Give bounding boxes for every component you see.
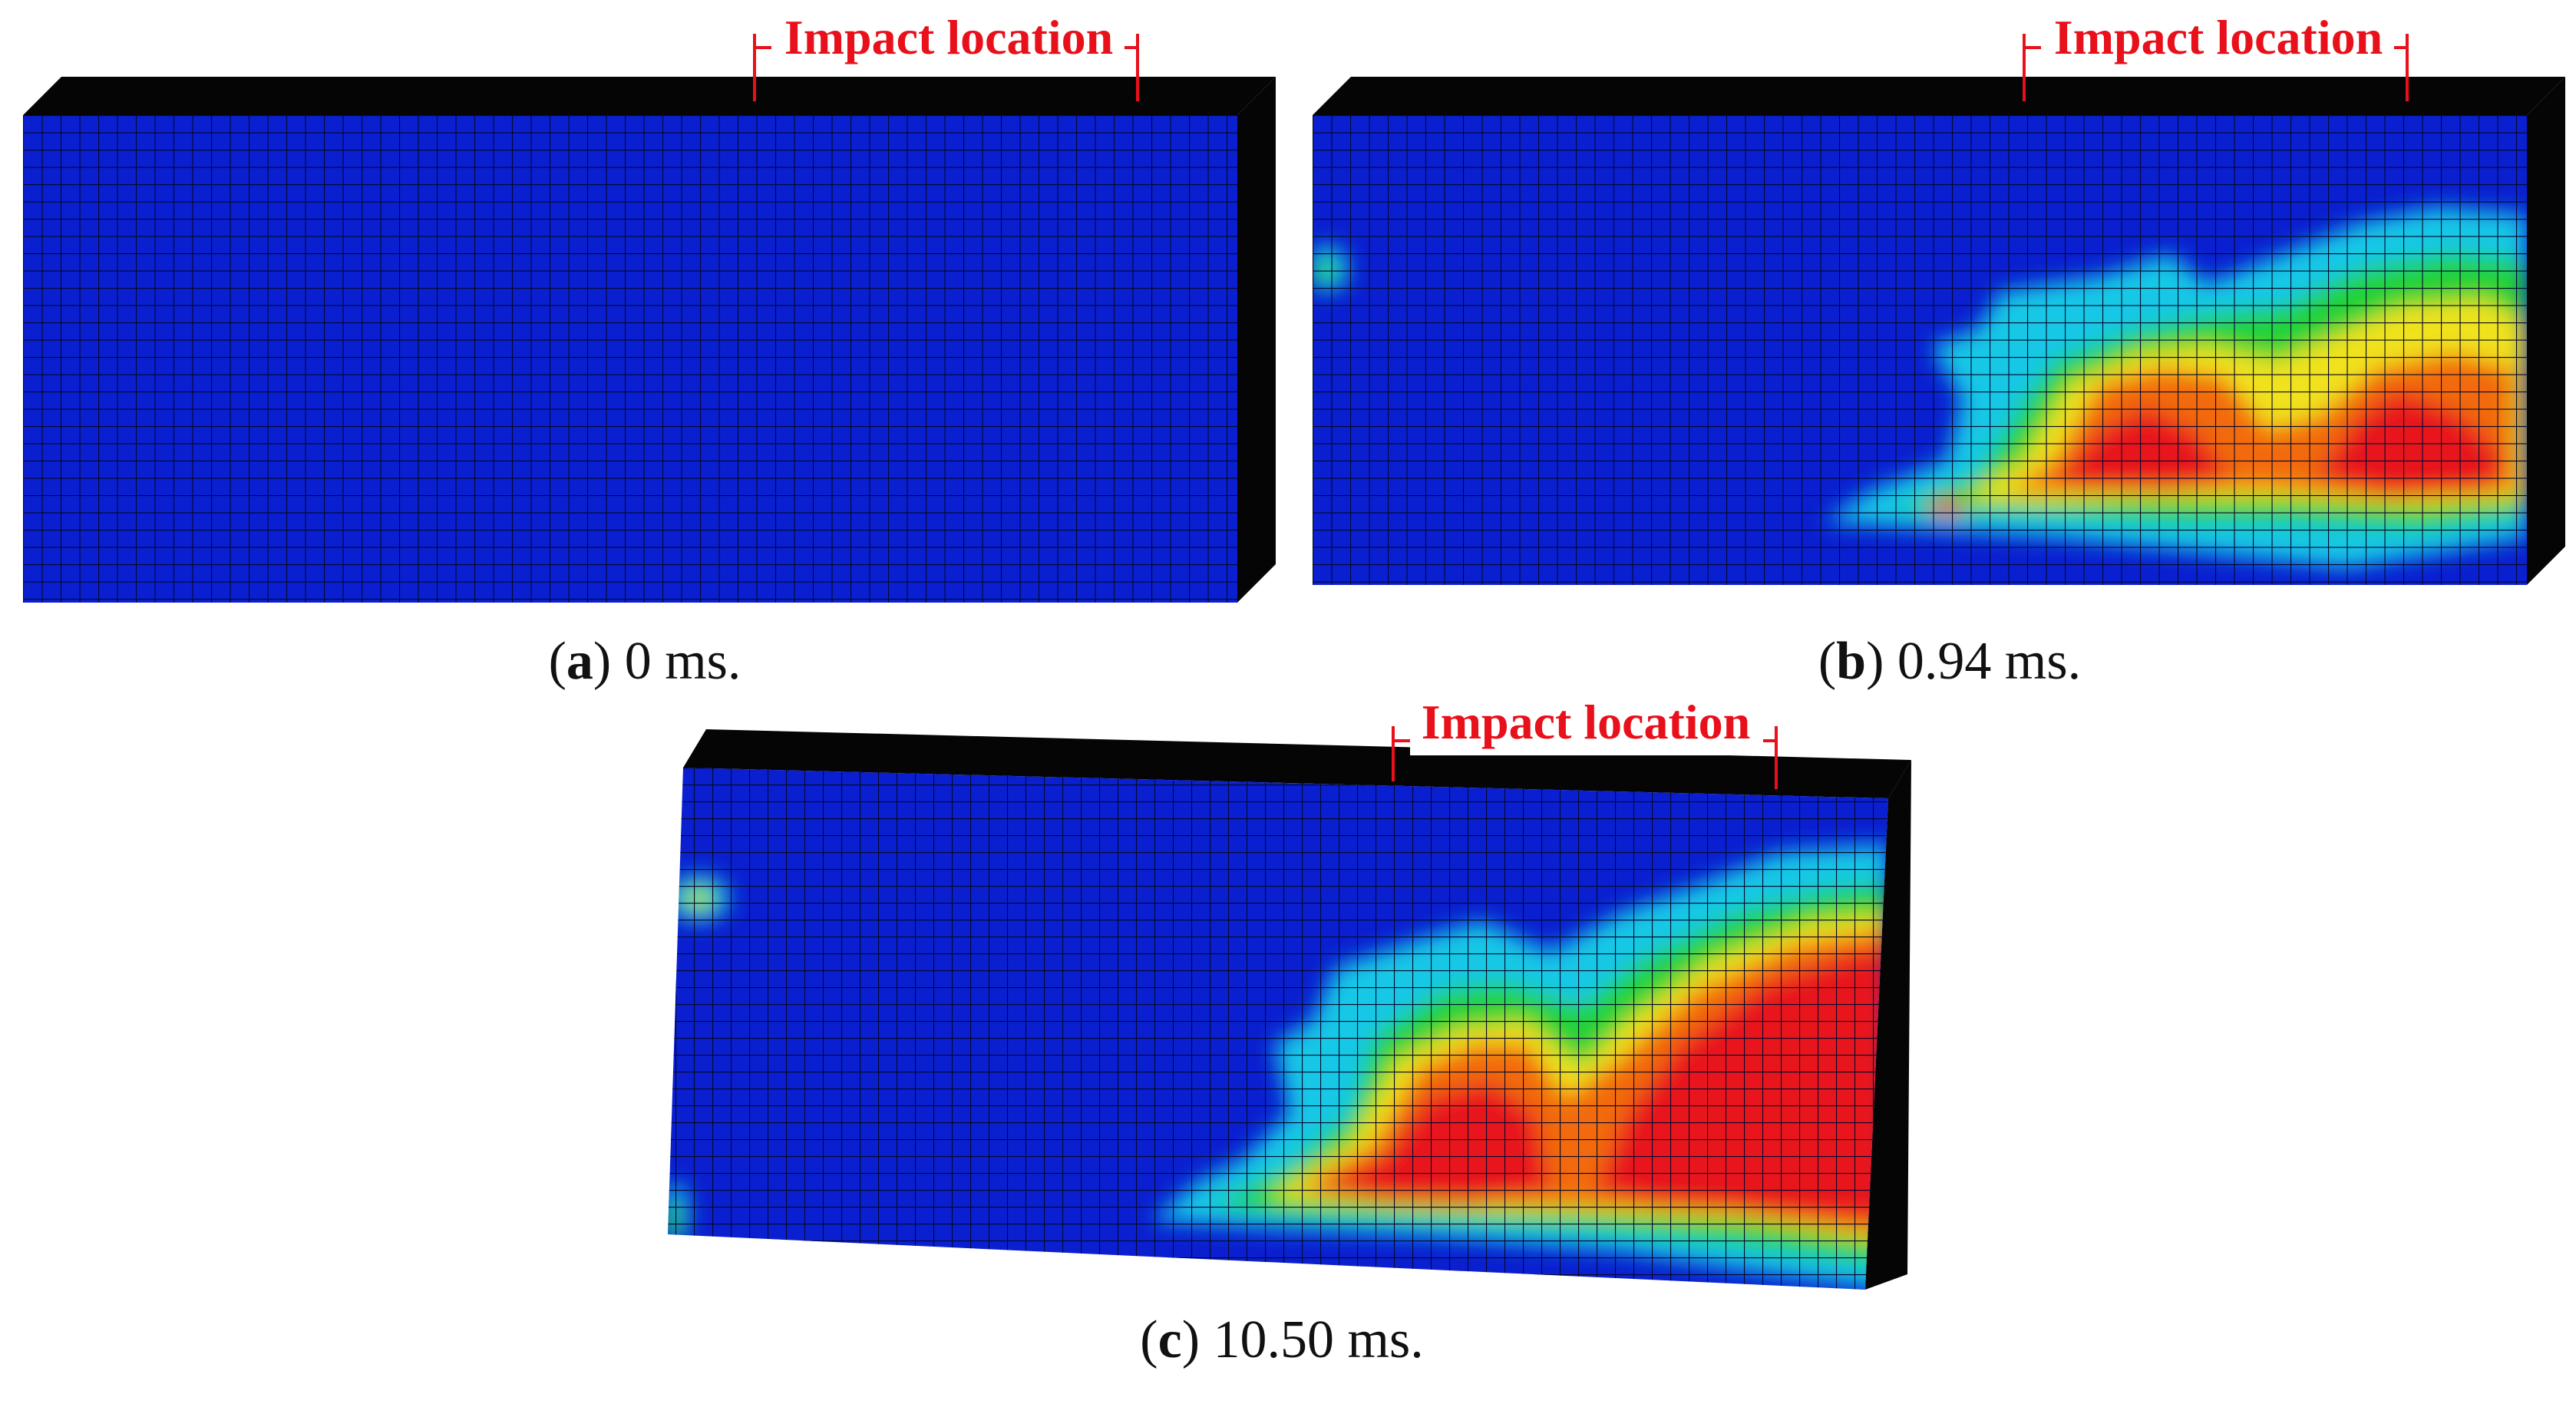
slab-side-edge [2527, 77, 2565, 585]
slab-side-edge [1237, 77, 1276, 603]
caption-letter: a [566, 632, 593, 691]
caption-time: 10.50 ms. [1213, 1310, 1424, 1369]
caption-a: (a) 0 ms. [548, 632, 741, 691]
caption-c: (c) 10.50 ms. [1140, 1310, 1424, 1369]
slab-c: Impact location [668, 695, 1911, 1290]
caption-letter: c [1158, 1310, 1182, 1369]
impact-location-label: Impact location [784, 10, 1113, 64]
slab-top-edge [1313, 77, 2565, 115]
slab-b: Impact location [1313, 9, 2565, 585]
slab-a: Impact location [23, 9, 1276, 603]
panel-c: Impact location [660, 683, 1934, 1313]
caption-time: 0.94 ms. [1897, 632, 2082, 691]
impact-location-marker: Impact location [1392, 695, 1778, 789]
mesh-grid [23, 115, 1237, 603]
slab-side-edge [1865, 760, 1911, 1290]
impact-location-label: Impact location [1422, 695, 1750, 749]
caption-b: (b) 0.94 ms. [1818, 632, 2082, 691]
mesh-grid [668, 768, 1888, 1290]
caption-letter: b [1836, 632, 1867, 691]
slab-top-edge [683, 729, 1911, 798]
impact-location-marker: Impact location [753, 9, 1139, 101]
panel-a: Impact location [0, 0, 1290, 614]
impact-location-marker: Impact location [2023, 9, 2409, 101]
mesh-grid [1313, 115, 2527, 585]
slab-top-edge [23, 77, 1276, 115]
panel-b: Impact location [1286, 0, 2576, 614]
caption-time: 0 ms. [624, 632, 741, 691]
impact-location-label: Impact location [2054, 10, 2383, 64]
